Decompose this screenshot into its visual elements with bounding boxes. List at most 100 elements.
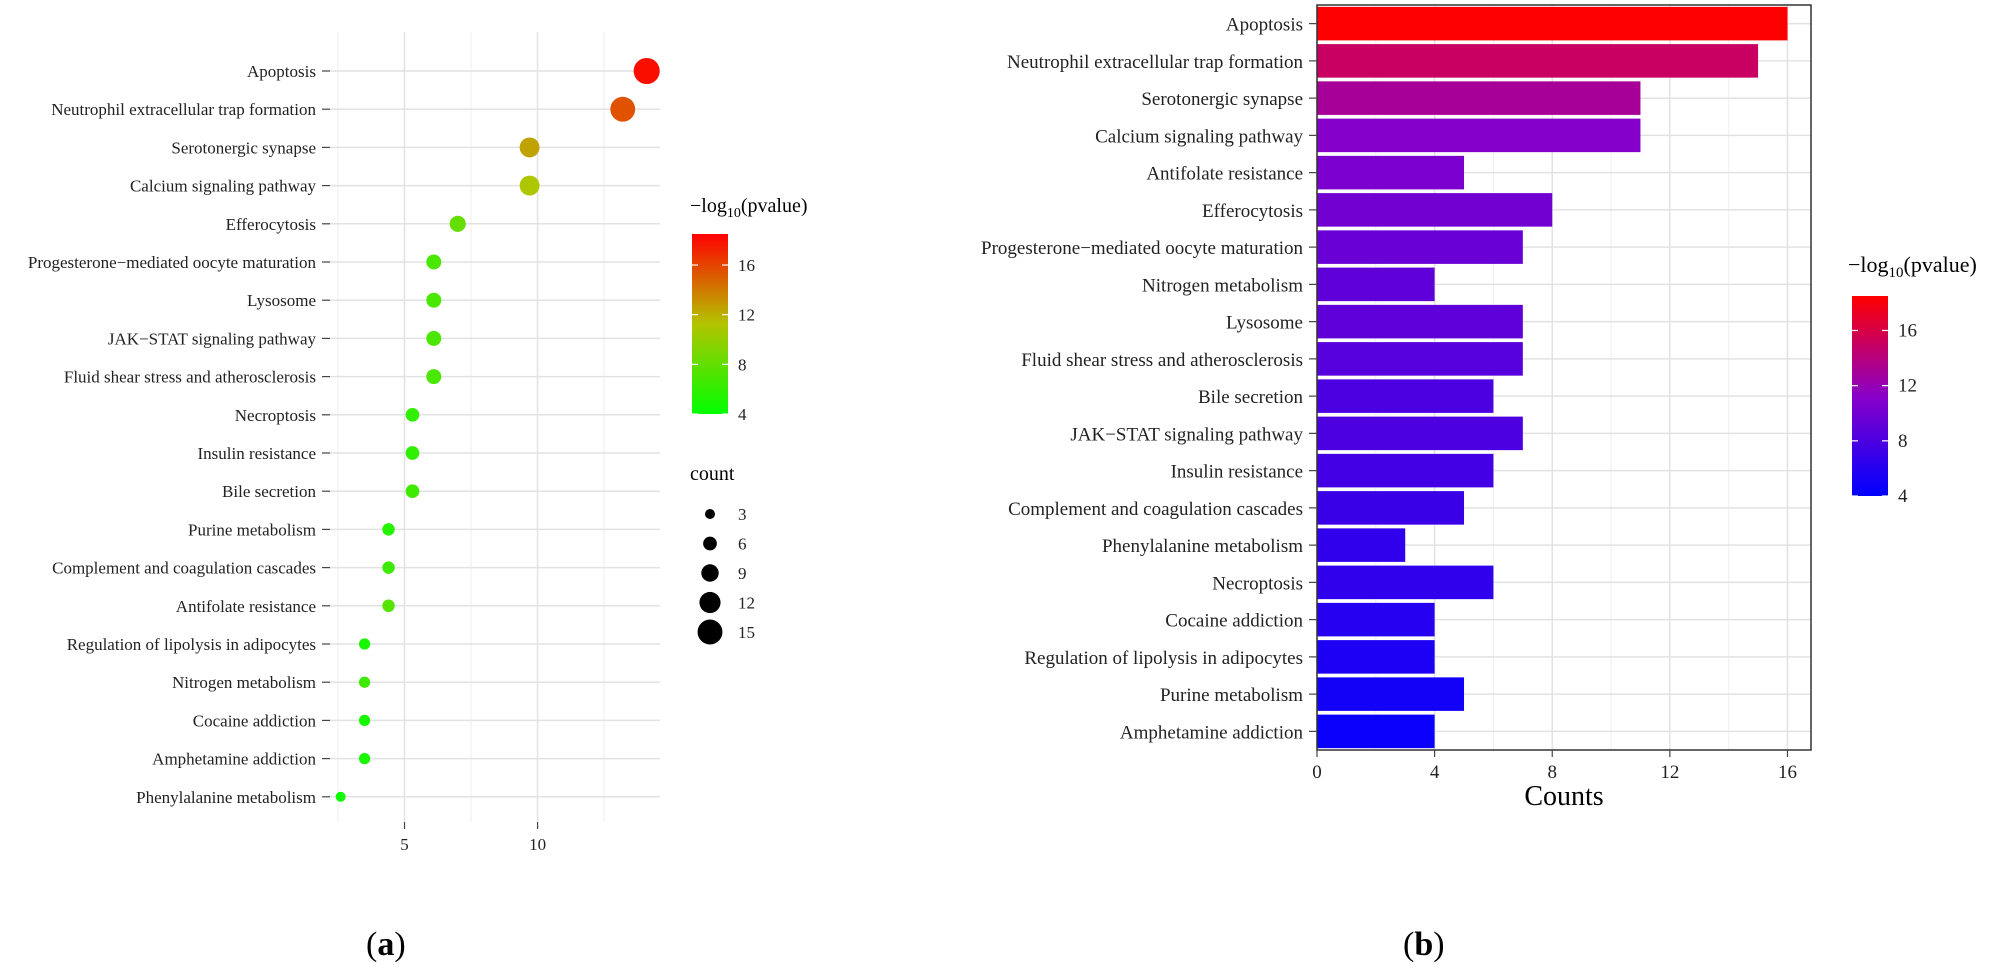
panel-b-bar-amphetamine-addiction xyxy=(1317,714,1435,749)
panel-a-category-label-insulin-resistance: Insulin resistance xyxy=(198,444,317,463)
panel-b-category-label-complement-and-coagulation-cascades: Complement and coagulation cascades xyxy=(1008,499,1303,520)
panel-b-category-label-bile-secretion: Bile secretion xyxy=(1198,387,1303,408)
panel-b-bar-fluid-shear-stress-and-atherosclerosis xyxy=(1317,342,1523,376)
panel-a-dot-regulation-of-lipolysis-in-adipocytes xyxy=(358,638,371,650)
panel-b-bar-calcium-signaling-pathway xyxy=(1317,118,1641,153)
panel-a-category-label-neutrophil-extracellular-trap-formation: Neutrophil extracellular trap formation xyxy=(51,100,316,119)
panel-a-dot-serotonergic-synapse xyxy=(519,137,540,158)
panel-a-legend-tick-label: 4 xyxy=(738,405,747,424)
panel-a-letter: a xyxy=(377,926,395,963)
panel-a-color-legend-title: −log10(pvalue) xyxy=(690,195,807,221)
panel-b-bar-apoptosis xyxy=(1317,6,1788,41)
panel-a-dot-apoptosis xyxy=(633,57,660,85)
panel-b-bar-bile-secretion xyxy=(1317,379,1494,413)
panel-a-category-label-nitrogen-metabolism: Nitrogen metabolism xyxy=(172,673,316,692)
panel-a-size-legend-dot xyxy=(703,536,717,551)
panel-a-size-legend-label: 12 xyxy=(738,594,755,613)
panel-a-dot-insulin-resistance xyxy=(405,446,420,460)
panel-b-category-label-amphetamine-addiction: Amphetamine addiction xyxy=(1120,722,1304,743)
panel-b-category-label-purine-metabolism: Purine metabolism xyxy=(1160,685,1303,706)
panel-b-legend-tick-label: 4 xyxy=(1898,486,1908,507)
panel-b-bar-cocaine-addiction xyxy=(1317,602,1435,637)
panel-a-dot-antifolate-resistance xyxy=(382,599,395,613)
panel-b-bar-serotonergic-synapse xyxy=(1317,81,1641,115)
panel-a-category-label-bile-secretion: Bile secretion xyxy=(222,482,316,501)
panel-a-category-label-efferocytosis: Efferocytosis xyxy=(226,215,316,234)
panel-b-category-label-regulation-of-lipolysis-in-adipocytes: Regulation of lipolysis in adipocytes xyxy=(1024,648,1303,669)
panel-b-category-label-calcium-signaling-pathway: Calcium signaling pathway xyxy=(1095,126,1303,147)
panel-b-bar-regulation-of-lipolysis-in-adipocytes xyxy=(1317,640,1435,674)
panel-b-x-tick-label: 4 xyxy=(1430,762,1440,783)
panel-a-size-legend-dot xyxy=(705,509,715,519)
panel-b-category-label-necroptosis: Necroptosis xyxy=(1212,573,1303,594)
panel-a-dot-calcium-signaling-pathway xyxy=(519,175,540,196)
panel-a-dot-neutrophil-extracellular-trap-formation xyxy=(610,96,636,122)
panel-a-label: (a) xyxy=(366,926,406,963)
panel-b-bar-efferocytosis xyxy=(1317,193,1553,227)
panel-b-category-label-antifolate-resistance: Antifolate resistance xyxy=(1146,164,1303,185)
panel-b-category-label-phenylalanine-metabolism: Phenylalanine metabolism xyxy=(1102,536,1303,557)
panel-b-category-label-lysosome: Lysosome xyxy=(1226,313,1303,334)
panel-a-category-label-phenylalanine-metabolism: Phenylalanine metabolism xyxy=(136,788,316,807)
panel-a-size-legend-label: 6 xyxy=(738,535,747,554)
panel-a-dot-plot: Apoptosis Neutrophil extracellular trap f… xyxy=(28,32,660,854)
panel-a-category-label-amphetamine-addiction: Amphetamine addiction xyxy=(152,750,316,769)
panel-a-category-label-calcium-signaling-pathway: Calcium signaling pathway xyxy=(130,177,317,196)
panel-a-x-tick-label: 5 xyxy=(400,835,409,854)
panel-b-x-tick-label: 16 xyxy=(1778,762,1797,783)
panel-b-x-tick-label: 8 xyxy=(1547,762,1557,783)
panel-b-label: (b) xyxy=(1403,926,1445,963)
panel-a-dot-efferocytosis xyxy=(449,215,466,232)
panel-b-plot-background xyxy=(1317,5,1811,750)
panel-b-category-label-progesterone-mediated-oocyte-maturation: Progesterone−mediated oocyte maturation xyxy=(981,238,1303,259)
panel-a-size-legend-label: 9 xyxy=(738,564,747,583)
panel-a-size-legend-dot xyxy=(697,619,723,645)
panel-b-category-label-cocaine-addiction: Cocaine addiction xyxy=(1165,611,1303,632)
panel-a-legend-tick-label: 8 xyxy=(738,355,747,374)
panel-b-color-legend-title: −log10(pvalue) xyxy=(1848,252,1977,281)
panel-a-category-label-apoptosis: Apoptosis xyxy=(247,62,316,81)
panel-b-x-axis-label: Counts xyxy=(1524,781,1603,812)
panel-a-dot-amphetamine-addiction xyxy=(358,752,371,765)
panel-a-dot-complement-and-coagulation-cascades xyxy=(382,561,395,574)
panel-b-bar-neutrophil-extracellular-trap-formation xyxy=(1317,44,1759,78)
panel-a-category-label-fluid-shear-stress-and-atherosclerosis: Fluid shear stress and atherosclerosis xyxy=(64,368,316,387)
panel-a-legend-tick-label: 16 xyxy=(738,256,755,275)
panel-a-category-label-antifolate-resistance: Antifolate resistance xyxy=(176,597,316,616)
panel-a-category-label-jak-stat-signaling-pathway: JAK−STAT signaling pathway xyxy=(108,329,317,348)
panel-a-size-legend-dot xyxy=(699,591,721,614)
panel-a-size-legend-title: count xyxy=(690,463,735,485)
panel-a-dot-lysosome xyxy=(426,292,442,308)
panel-a-dot-cocaine-addiction xyxy=(358,714,371,727)
panel-a-dot-nitrogen-metabolism xyxy=(358,676,371,688)
panel-b-bar-phenylalanine-metabolism xyxy=(1317,528,1406,562)
panel-b-legend-tick-label: 16 xyxy=(1898,320,1917,341)
panel-a-x-tick-label: 10 xyxy=(529,835,546,854)
panel-b-category-label-serotonergic-synapse: Serotonergic synapse xyxy=(1141,89,1303,110)
panel-b-x-tick-label: 12 xyxy=(1660,762,1679,783)
panel-a-size-legend-label: 3 xyxy=(738,505,747,524)
panel-b-category-label-nitrogen-metabolism: Nitrogen metabolism xyxy=(1142,275,1303,296)
panel-a-color-bar xyxy=(692,234,728,414)
panel-b-plot-border xyxy=(1316,4,1812,751)
panel-b-bar-insulin-resistance xyxy=(1317,453,1494,488)
panel-b-category-label-fluid-shear-stress-and-atherosclerosis: Fluid shear stress and atherosclerosis xyxy=(1021,350,1303,371)
panel-b-color-legend: −log10(pvalue) 16 12 8 4 xyxy=(1848,252,1977,507)
panel-b-category-label-insulin-resistance: Insulin resistance xyxy=(1171,462,1303,483)
panel-a-dot-progesterone-mediated-oocyte-maturation xyxy=(426,254,442,270)
panel-a-dot-fluid-shear-stress-and-atherosclerosis xyxy=(426,369,442,385)
panel-b-letter: b xyxy=(1414,926,1434,963)
panel-b-legend-tick-label: 8 xyxy=(1898,431,1908,452)
panel-a-category-label-necroptosis: Necroptosis xyxy=(235,406,316,425)
panel-b-bar-antifolate-resistance xyxy=(1317,155,1465,190)
panel-a-dot-bile-secretion xyxy=(405,484,420,499)
panel-a-plot-background xyxy=(330,32,660,822)
panel-b-bar-nitrogen-metabolism xyxy=(1317,267,1435,302)
panel-a-category-label-serotonergic-synapse: Serotonergic synapse xyxy=(171,138,316,157)
panel-a-size-legend-label: 15 xyxy=(738,623,755,642)
panel-b-x-tick-label: 0 xyxy=(1312,762,1322,783)
panel-b-category-label-jak-stat-signaling-pathway: JAK−STAT signaling pathway xyxy=(1070,424,1303,445)
panel-a-color-legend: −log10(pvalue) 16 12 8 4 xyxy=(690,195,807,424)
panel-a-size-legend: count 3 6 9 12 15 xyxy=(690,463,755,645)
